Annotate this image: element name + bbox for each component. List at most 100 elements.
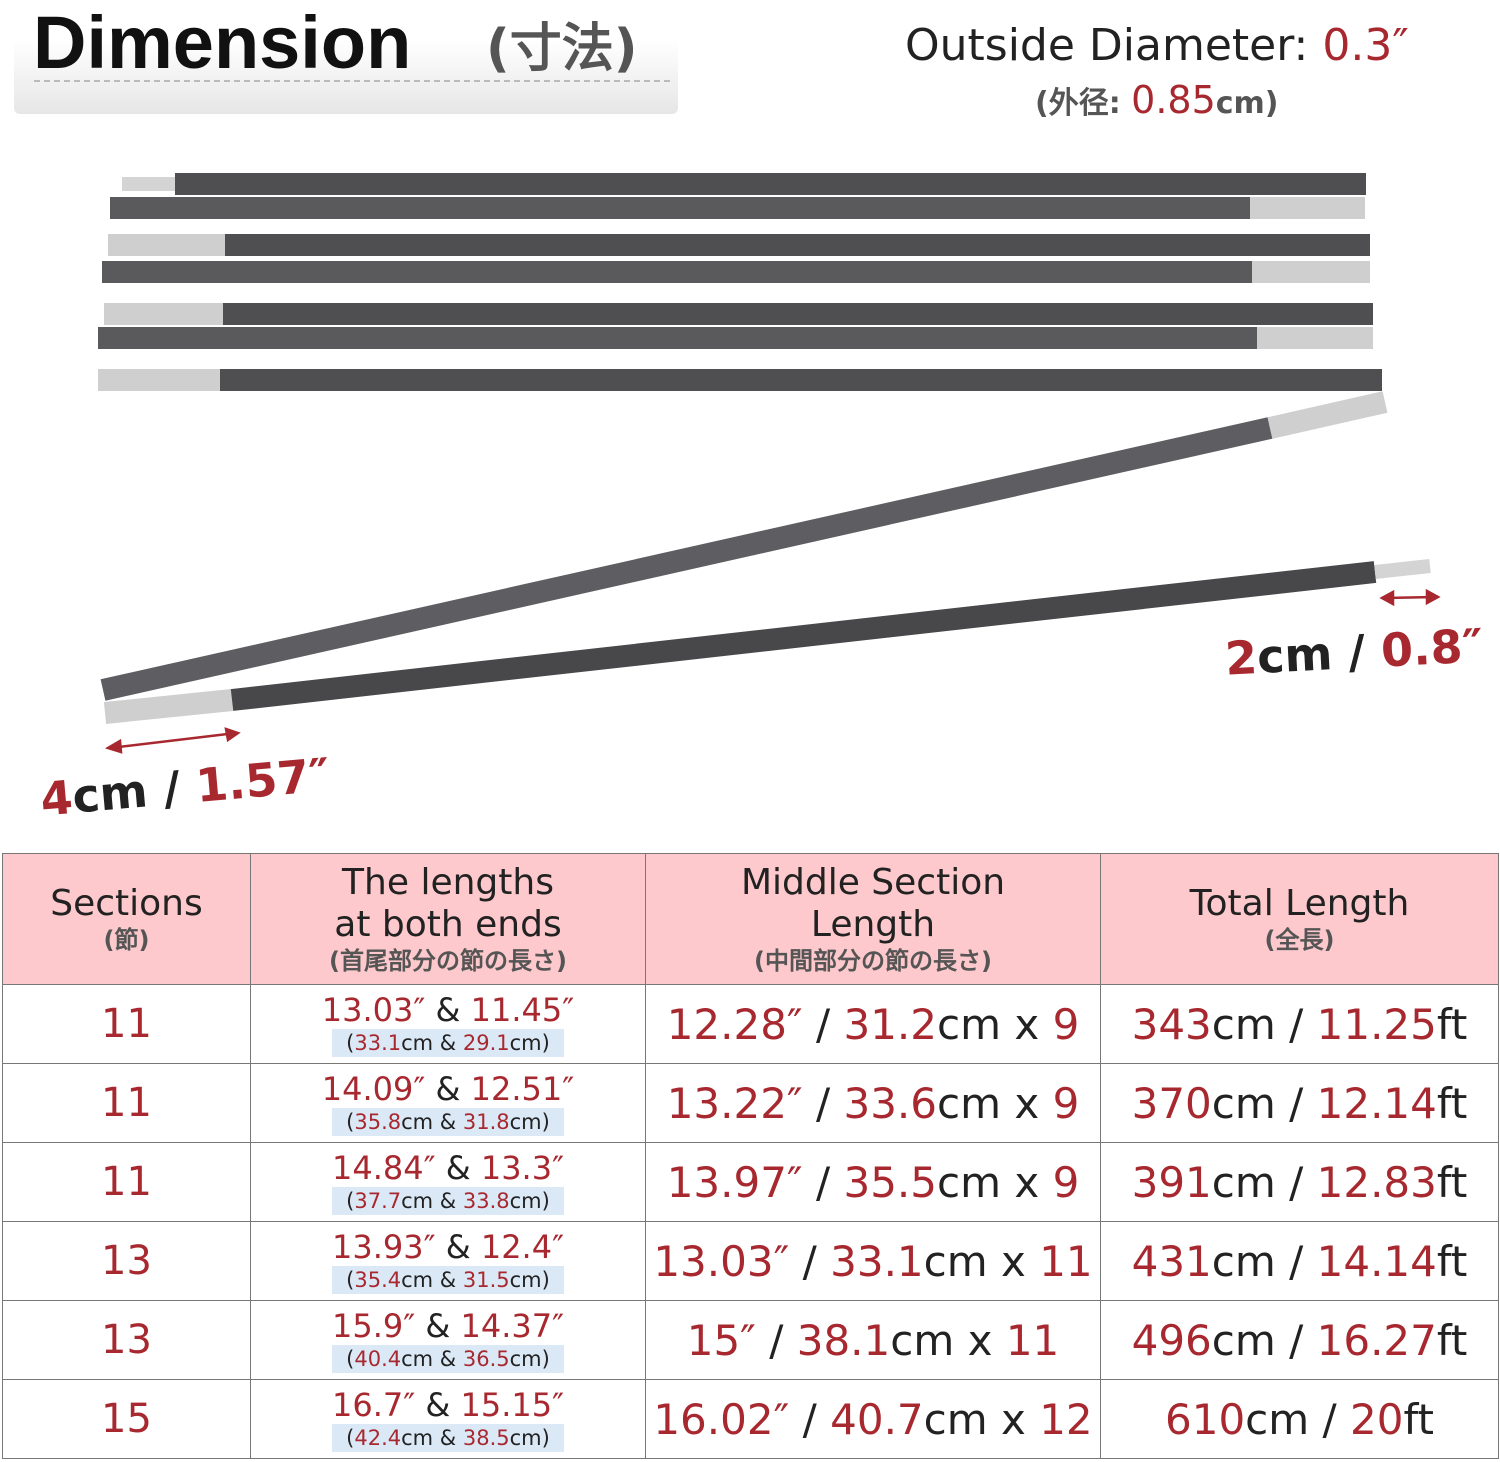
text-piece: 12.83: [1316, 1157, 1437, 1207]
text-piece: cm &: [401, 1189, 463, 1213]
text-piece: &: [435, 1149, 481, 1187]
text-piece: 40.7: [830, 1394, 924, 1444]
text-piece: 370: [1131, 1078, 1212, 1128]
text-piece: 12.28″: [666, 999, 803, 1049]
text-piece: /: [802, 1078, 844, 1128]
text-piece: 38.5: [462, 1426, 510, 1450]
sections-cell: 13: [2, 1221, 251, 1301]
ends-cell: 14.84″ & 13.3″ (37.7cm & 33.8cm): [250, 1142, 646, 1222]
ends-inches: 14.84″ & 13.3″: [251, 1149, 645, 1187]
total-cell: 391cm / 12.83ft: [1100, 1142, 1499, 1222]
text-piece: ft: [1436, 999, 1468, 1049]
table-row: 13 13.93″ & 12.4″ (35.4cm & 31.5cm) 13.03″ …: [2, 1221, 1499, 1301]
text-piece: 496: [1131, 1315, 1212, 1365]
text-piece: 16.02″: [653, 1394, 790, 1444]
pole-tip: [1374, 559, 1431, 579]
total-cell: 610cm / 20ft: [1100, 1379, 1499, 1459]
arrows: [104, 588, 1441, 754]
text-piece: cm /: [70, 759, 199, 824]
header-line: Total Length: [1189, 883, 1410, 924]
pole: [230, 561, 1377, 711]
text-piece: cm): [509, 1268, 550, 1292]
text-piece: 15.15″: [460, 1386, 565, 1424]
text-piece: 33.8: [462, 1189, 510, 1213]
text-piece: 13.97″: [666, 1157, 803, 1207]
text-piece: cm x: [937, 1078, 1053, 1128]
title-sub: (寸法): [486, 19, 638, 79]
text-piece: 610: [1165, 1394, 1246, 1444]
text-piece: 12.51″: [470, 1070, 575, 1108]
text-piece: &: [425, 991, 471, 1029]
text-piece: 33.6: [843, 1078, 937, 1128]
text-piece: cm): [509, 1426, 550, 1450]
text-piece: 35.5: [843, 1157, 937, 1207]
text-piece: 14.09″: [321, 1070, 426, 1108]
text-piece: 16.27: [1316, 1315, 1437, 1365]
sections-cell: 11: [2, 1142, 251, 1222]
text-piece: &: [415, 1307, 461, 1345]
header-sub: (全長): [1264, 926, 1335, 954]
middle-cell: 13.97″ / 35.5cm x 9: [645, 1142, 1101, 1222]
sections-cell: 15: [2, 1379, 251, 1459]
text-piece: cm): [509, 1031, 550, 1055]
text-piece: (: [346, 1110, 355, 1134]
text-piece: cm /: [1211, 1236, 1317, 1286]
ends-inches: 13.93″ & 12.4″: [251, 1228, 645, 1266]
text-piece: 29.1: [462, 1031, 510, 1055]
text-piece: cm): [509, 1110, 550, 1134]
text-piece: cm &: [401, 1110, 463, 1134]
text-piece: (: [346, 1347, 355, 1371]
text-piece: 16.7″: [331, 1386, 416, 1424]
text-piece: 12: [1039, 1394, 1093, 1444]
text-piece: 37.7: [354, 1189, 402, 1213]
ends-cell: 13.93″ & 12.4″ (35.4cm & 31.5cm): [250, 1221, 646, 1301]
text-piece: 13.03″: [321, 991, 426, 1029]
ends-cm: (33.1cm & 29.1cm): [332, 1029, 564, 1057]
header-row: Sections (節) The lengths at both ends (首尾部分の…: [2, 853, 1499, 985]
middle-cell: 13.22″ / 33.6cm x 9: [645, 1063, 1101, 1143]
text-piece: 11: [1005, 1315, 1060, 1365]
text-piece: ft: [1436, 1236, 1468, 1286]
text-piece: ft: [1436, 1315, 1468, 1365]
text-piece: ft: [1403, 1394, 1434, 1444]
text-piece: Outside Diameter:: [905, 20, 1323, 71]
arrow-head: [1379, 589, 1395, 607]
text-piece: 35.4: [354, 1268, 402, 1292]
text-piece: cm): [509, 1347, 550, 1371]
text-piece: cm /: [1255, 623, 1383, 685]
text-piece: 40.4: [354, 1347, 402, 1371]
text-piece: 13.3″: [480, 1149, 565, 1187]
header-line: The lengths: [342, 862, 554, 903]
text-piece: cm x: [890, 1315, 1006, 1365]
ends-cm: (37.7cm & 33.8cm): [332, 1187, 564, 1215]
middle-cell: 13.03″ / 33.1cm x 11: [645, 1221, 1101, 1301]
text-piece: 0.8″: [1379, 618, 1485, 678]
text-piece: (: [346, 1189, 355, 1213]
text-piece: 38.1: [796, 1315, 891, 1365]
text-piece: 35.8: [354, 1110, 402, 1134]
text-piece: /: [802, 999, 844, 1049]
text-piece: 33.1: [830, 1236, 924, 1286]
middle-cell: 15″ / 38.1cm x 11: [645, 1300, 1101, 1380]
sections-cell: 13: [2, 1300, 251, 1380]
text-piece: 9: [1052, 999, 1080, 1049]
column-header: The lengths at both ends (首尾部分の節の長さ): [250, 853, 646, 985]
pole-ferrule: [1267, 391, 1388, 439]
header-sub: (節): [103, 926, 150, 954]
middle-cell: 16.02″ / 40.7cm x 12: [645, 1379, 1101, 1459]
title: Dimension: [33, 1, 412, 84]
table-row: 15 16.7″ & 15.15″ (42.4cm & 38.5cm) 16.02″ …: [2, 1379, 1499, 1459]
header-sub: (中間部分の節の長さ): [754, 947, 992, 975]
text-piece: 36.5: [462, 1347, 510, 1371]
text-piece: 391: [1131, 1157, 1212, 1207]
text-piece: 431: [1131, 1236, 1212, 1286]
table-row: 13 15.9″ & 14.37″ (40.4cm & 36.5cm) 15″ / 3…: [2, 1300, 1499, 1380]
dashed-rule: [34, 80, 670, 82]
ends-cm: (35.4cm & 31.5cm): [332, 1266, 564, 1294]
text-piece: /: [802, 1157, 844, 1207]
text-piece: 42.4: [354, 1426, 402, 1450]
ends-cell: 16.7″ & 15.15″ (42.4cm & 38.5cm): [250, 1379, 646, 1459]
text-piece: /: [789, 1236, 831, 1286]
column-header: Total Length (全長): [1100, 853, 1499, 985]
